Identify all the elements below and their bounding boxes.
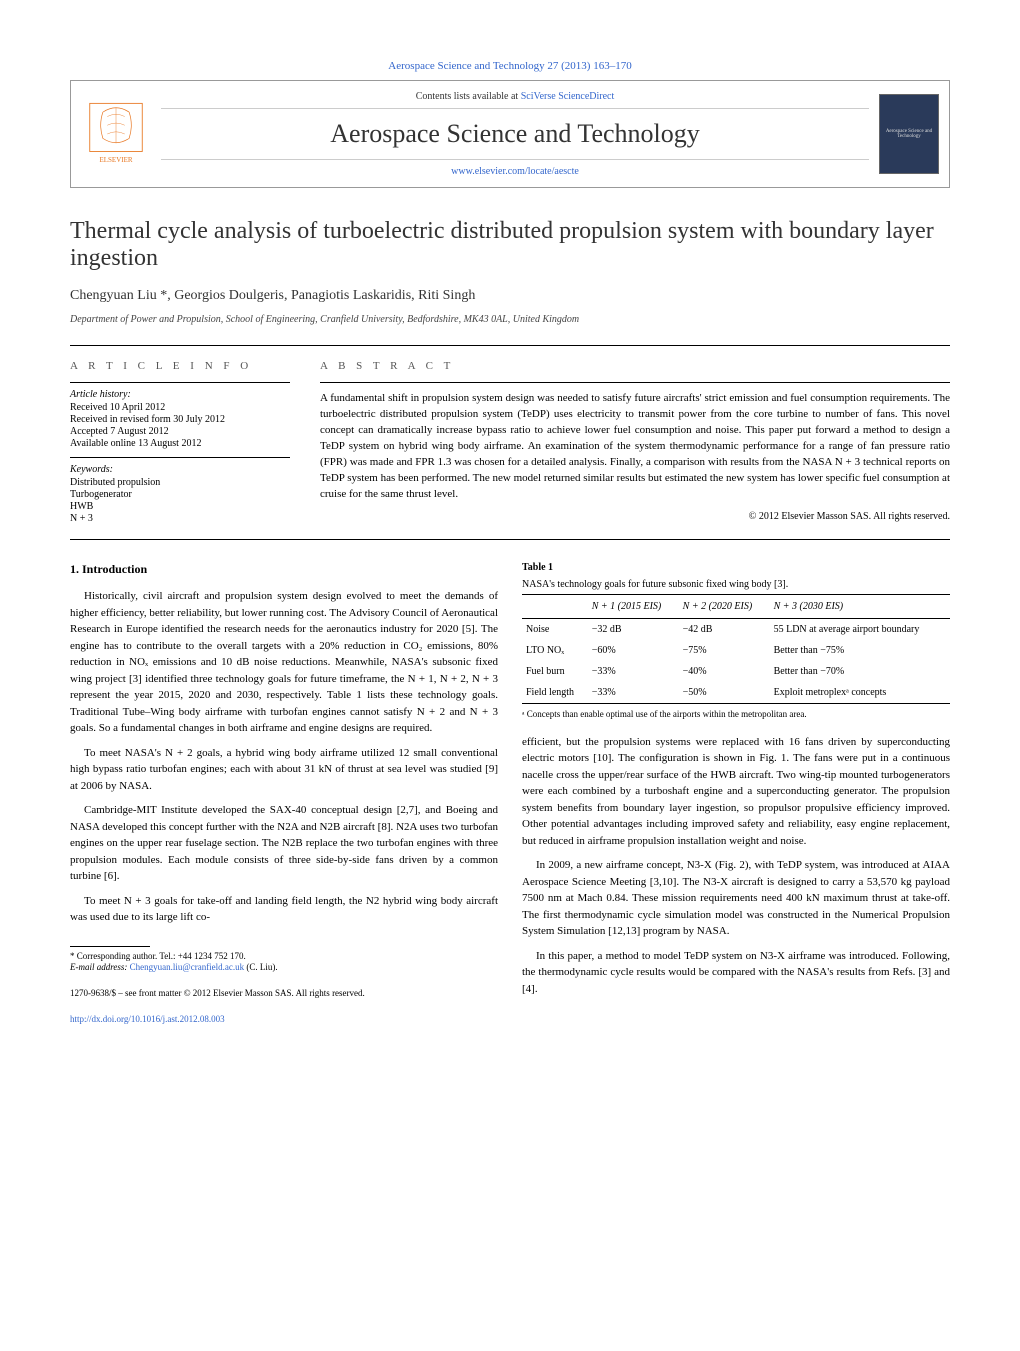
body-paragraph: In 2009, a new airframe concept, N3-X (F… [522, 857, 950, 940]
keywords-label: Keywords: [70, 464, 290, 475]
history-line: Available online 13 August 2012 [70, 438, 290, 449]
journal-url[interactable]: www.elsevier.com/locate/aescte [161, 159, 869, 177]
front-matter: 1270-9638/$ – see front matter © 2012 El… [70, 988, 498, 1000]
svg-text:ELSEVIER: ELSEVIER [99, 156, 132, 164]
right-column: Table 1 NASA's technology goals for futu… [522, 560, 950, 1025]
keyword: Distributed propulsion [70, 477, 290, 488]
elsevier-logo: ELSEVIER [71, 81, 161, 187]
abstract-text: A fundamental shift in propulsion system… [320, 391, 950, 503]
abstract-heading: A B S T R A C T [320, 360, 950, 372]
table-label: Table 1 [522, 560, 950, 575]
body-paragraph: efficient, but the propulsion systems we… [522, 734, 950, 850]
authors: Chengyuan Liu *, Georgios Doulgeris, Pan… [70, 288, 950, 304]
affiliation: Department of Power and Propulsion, Scho… [70, 314, 950, 325]
top-journal-ref[interactable]: Aerospace Science and Technology 27 (201… [70, 60, 950, 72]
journal-header: ELSEVIER Contents lists available at Sci… [70, 80, 950, 188]
article-title: Thermal cycle analysis of turboelectric … [70, 218, 950, 272]
contents-lists: Contents lists available at SciVerse Sci… [161, 91, 869, 109]
corresponding-author-note: * Corresponding author. Tel.: +44 1234 7… [70, 951, 498, 963]
copyright: © 2012 Elsevier Masson SAS. All rights r… [320, 511, 950, 522]
abstract-panel: A B S T R A C T A fundamental shift in p… [320, 360, 950, 525]
journal-name: Aerospace Science and Technology [161, 119, 869, 149]
article-info-heading: A R T I C L E I N F O [70, 360, 290, 372]
body-paragraph: To meet N + 3 goals for take-off and lan… [70, 893, 498, 926]
table-header: N + 3 (2030 EIS) [770, 595, 950, 619]
table-row: Noise−32 dB−42 dB55 LDN at average airpo… [522, 619, 950, 641]
journal-cover-thumb: Aerospace Science and Technology [869, 81, 949, 187]
table-1: N + 1 (2015 EIS) N + 2 (2020 EIS) N + 3 … [522, 594, 950, 704]
keyword: HWB [70, 501, 290, 512]
body-paragraph: To meet NASA's N + 2 goals, a hybrid win… [70, 745, 498, 795]
table-footnote: ᵃ Concepts than enable optimal use of th… [522, 708, 950, 722]
table-row: LTO NOₓ−60%−75%Better than −75% [522, 640, 950, 661]
article-info-panel: A R T I C L E I N F O Article history: R… [70, 360, 290, 525]
keyword: N + 3 [70, 513, 290, 524]
left-column: 1. Introduction Historically, civil airc… [70, 560, 498, 1025]
keyword: Turbogenerator [70, 489, 290, 500]
body-paragraph: Cambridge-MIT Institute developed the SA… [70, 802, 498, 885]
table-header: N + 2 (2020 EIS) [679, 595, 770, 619]
table-caption: NASA's technology goals for future subso… [522, 577, 950, 592]
history-line: Received 10 April 2012 [70, 402, 290, 413]
table-row: Field length−33%−50%Exploit metroplexᵃ c… [522, 682, 950, 704]
history-line: Received in revised form 30 July 2012 [70, 414, 290, 425]
table-row: Fuel burn−33%−40%Better than −70% [522, 661, 950, 682]
sciencedirect-link[interactable]: SciVerse ScienceDirect [521, 91, 615, 102]
history-label: Article history: [70, 389, 290, 400]
section-heading: 1. Introduction [70, 560, 498, 578]
body-paragraph: Historically, civil aircraft and propuls… [70, 588, 498, 737]
table-header: N + 1 (2015 EIS) [588, 595, 679, 619]
table-header [522, 595, 588, 619]
history-line: Accepted 7 August 2012 [70, 426, 290, 437]
email-line: E-mail address: Chengyuan.liu@cranfield.… [70, 962, 498, 974]
body-paragraph: In this paper, a method to model TeDP sy… [522, 948, 950, 998]
email-link[interactable]: Chengyuan.liu@cranfield.ac.uk [130, 962, 245, 972]
doi-link[interactable]: http://dx.doi.org/10.1016/j.ast.2012.08.… [70, 1014, 225, 1024]
